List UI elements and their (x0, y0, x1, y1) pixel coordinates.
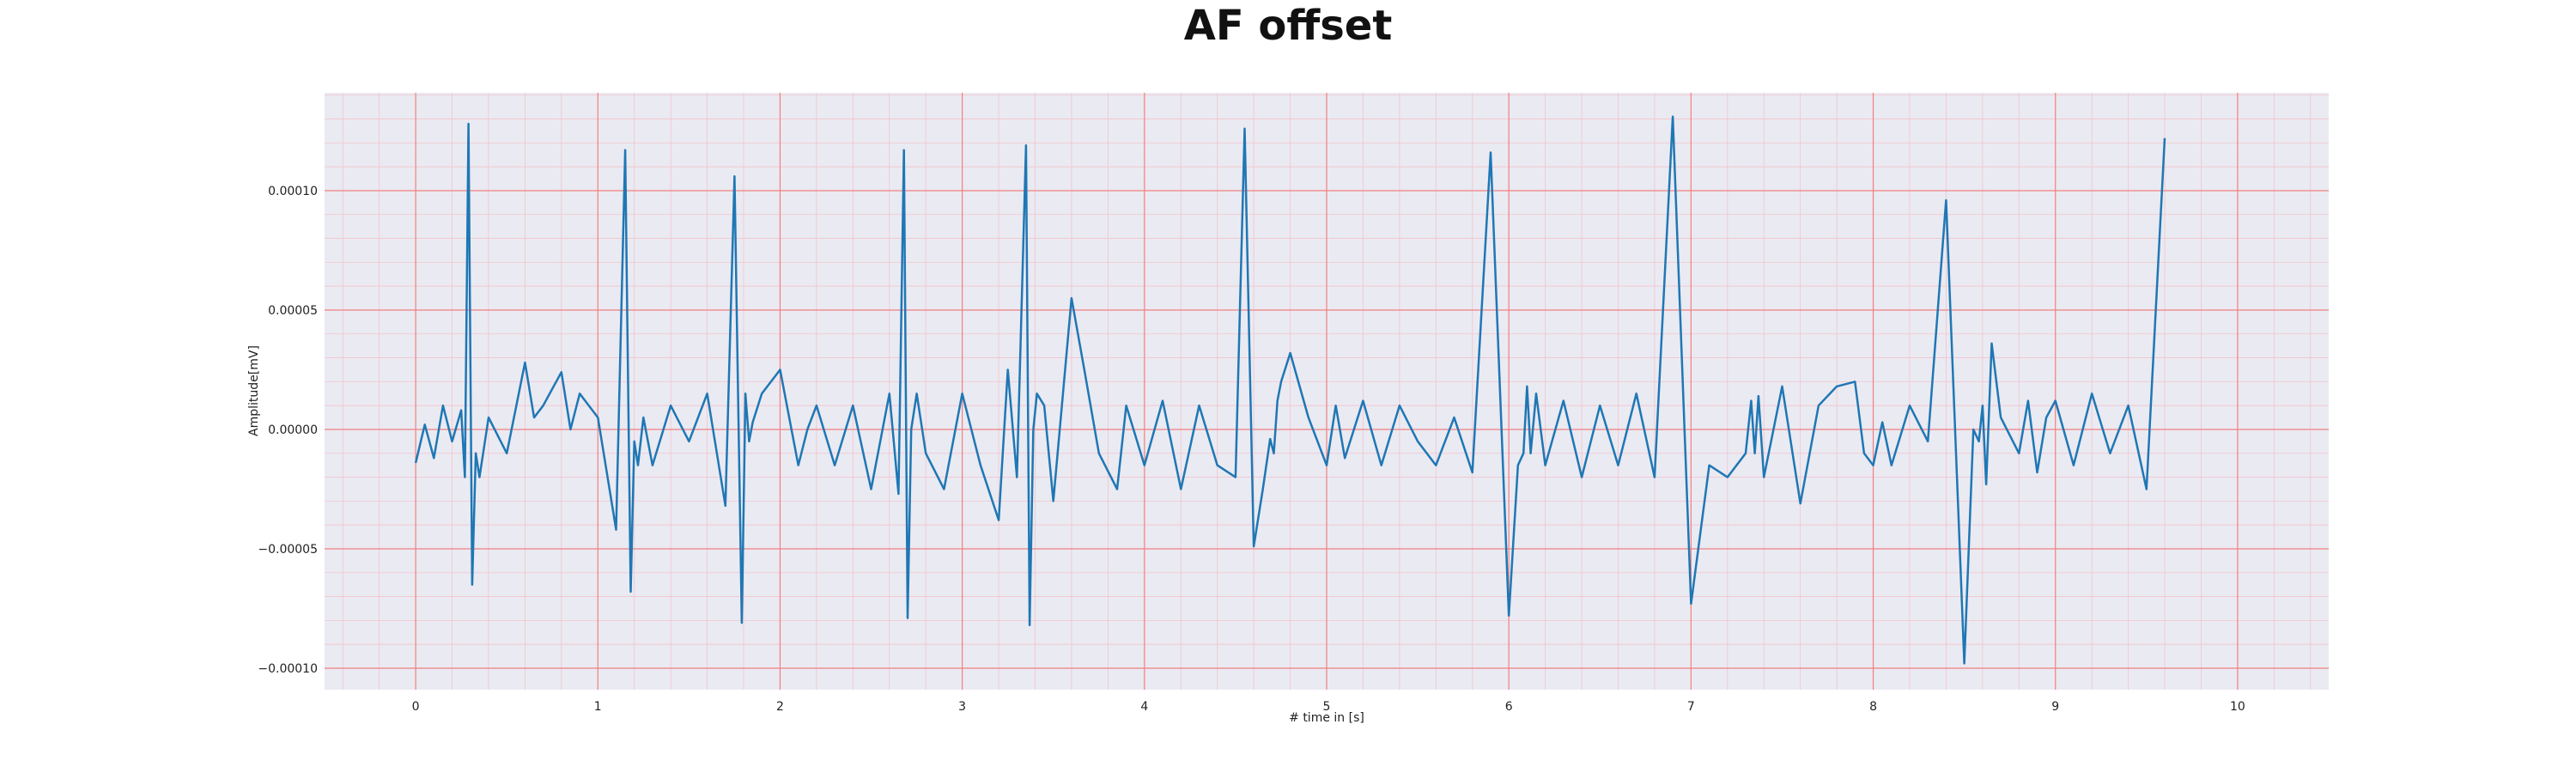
series-line (414, 115, 2166, 665)
x-tick-label: 5 (1323, 700, 1331, 714)
x-axis-label: # time in [s] (1289, 711, 1364, 725)
y-tick-label: −0.00005 (258, 543, 318, 557)
chart-title: AF offset (1183, 2, 1393, 50)
series-layer (414, 115, 2166, 665)
x-tick-label: 1 (594, 700, 602, 714)
y-axis-label: Amplitude[mV] (247, 345, 261, 436)
x-tick-label: 6 (1505, 700, 1513, 714)
x-axis-ticks: 0 1 2 3 4 5 6 7 8 9 10 (412, 700, 2245, 714)
y-tick-label: 0.00000 (268, 423, 318, 437)
y-tick-label: 0.00010 (268, 185, 318, 198)
x-tick-label: 10 (2230, 700, 2245, 714)
x-tick-label: 2 (776, 700, 784, 714)
x-tick-label: 0 (412, 700, 420, 714)
x-tick-label: 7 (1687, 700, 1695, 714)
y-axis-ticks: −0.00010 −0.00005 0.00000 0.00005 0.00010 (258, 185, 318, 676)
x-tick-label: 4 (1140, 700, 1148, 714)
y-tick-label: 0.00005 (268, 304, 318, 318)
x-tick-label: 9 (2051, 700, 2059, 714)
x-tick-label: 8 (1869, 700, 1877, 714)
x-tick-label: 3 (958, 700, 966, 714)
y-tick-label: −0.00010 (258, 662, 318, 676)
